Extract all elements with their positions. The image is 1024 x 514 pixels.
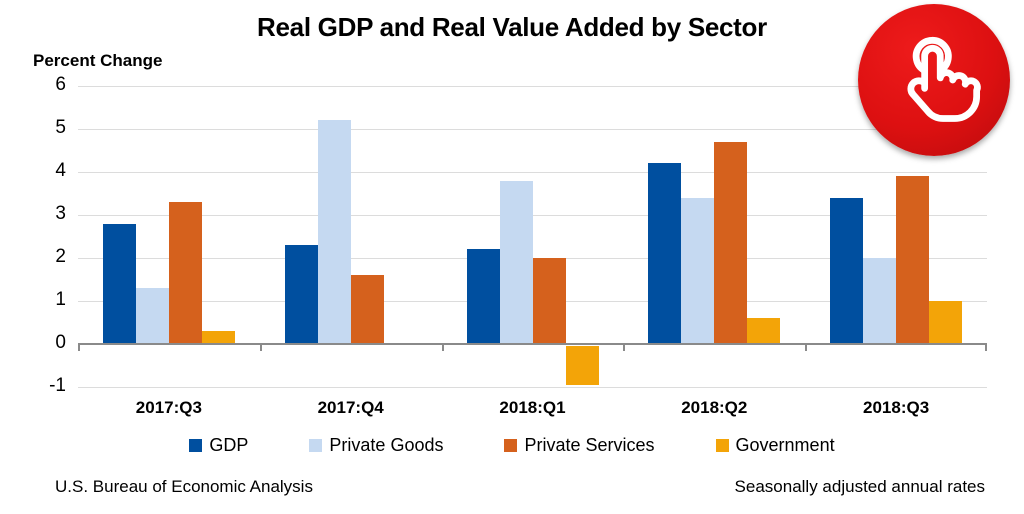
- x-axis-line: [78, 343, 987, 345]
- chart-title: Real GDP and Real Value Added by Sector: [257, 12, 767, 42]
- legend-label: Private Goods: [329, 435, 444, 455]
- x-axis-tick: [78, 345, 80, 351]
- x-category-label: 2018:Q1: [499, 398, 566, 417]
- legend-swatch-icon: [309, 439, 323, 452]
- legend-swatch-icon: [715, 439, 729, 452]
- legend-item-government: Government: [715, 435, 835, 456]
- bar-private-services-2017:Q4: [350, 275, 384, 344]
- bar-gdp-2017:Q4: [284, 245, 318, 344]
- y-tick-label: 0: [55, 331, 66, 353]
- legend-swatch-icon: [504, 439, 518, 452]
- x-category-label: 2017:Q4: [317, 398, 384, 417]
- bar-gdp-2018:Q3: [830, 197, 864, 344]
- x-axis-tick: [985, 345, 987, 351]
- gridline: [78, 215, 987, 216]
- y-axis-label: Percent Change: [33, 51, 163, 70]
- x-category-label: 2017:Q3: [135, 398, 202, 417]
- legend-item-private-goods: Private Goods: [309, 435, 443, 456]
- bar-private-goods-2017:Q3: [135, 288, 169, 344]
- bar-private-goods-2018:Q1: [499, 180, 533, 344]
- bar-private-services-2018:Q3: [896, 176, 930, 344]
- y-tick-label: 1: [55, 288, 66, 310]
- plot-area: 6 5 4 3 2 1 0 -1 2017:Q3 2017:Q4 2018:Q1 2018:Q2 201…: [49, 74, 987, 417]
- bar-government-2017:Q3: [201, 331, 235, 344]
- legend-item-private-services: Private Services: [504, 435, 655, 456]
- y-tick-label: 3: [55, 202, 66, 224]
- bar-private-goods-2017:Q4: [317, 120, 351, 344]
- tap-ripple-arc: [912, 36, 952, 75]
- tap-hand-icon: [907, 36, 981, 122]
- x-axis-tick: [623, 345, 626, 351]
- bar-government-2018:Q1: [565, 346, 599, 385]
- rates-note: Seasonally adjusted annual rates: [734, 477, 985, 496]
- legend-label: Private Services: [524, 435, 655, 455]
- bar-private-services-2018:Q2: [714, 141, 748, 344]
- bar-government-2018:Q2: [747, 318, 781, 344]
- y-tick-label: 2: [55, 245, 66, 267]
- bar-gdp-2018:Q2: [648, 163, 682, 344]
- bar-private-services-2018:Q1: [532, 258, 566, 344]
- gridline: [78, 86, 987, 87]
- y-tick-label: -1: [49, 374, 66, 396]
- gridline: [78, 387, 987, 388]
- x-axis-tick: [441, 345, 444, 351]
- y-tick-label: 5: [55, 116, 66, 138]
- y-tick-label: 4: [55, 159, 66, 181]
- y-tick-label: 6: [55, 73, 66, 95]
- bar-gdp-2017:Q3: [102, 223, 136, 344]
- legend: GDP Private Goods Private Services Governme…: [0, 435, 1024, 456]
- x-axis-tick: [805, 345, 808, 351]
- legend-item-gdp: GDP: [189, 435, 248, 456]
- hand-outline: [907, 44, 981, 122]
- x-category-label: 2018:Q2: [681, 398, 748, 417]
- gridline: [78, 129, 987, 130]
- bar-private-goods-2018:Q2: [681, 197, 715, 344]
- legend-label: Government: [735, 435, 835, 455]
- bar-government-2018:Q3: [929, 301, 963, 344]
- legend-swatch-icon: [189, 439, 203, 452]
- source-note: U.S. Bureau of Economic Analysis: [55, 477, 313, 496]
- bar-private-goods-2018:Q3: [863, 258, 897, 344]
- x-axis-tick: [259, 345, 262, 351]
- bar-private-services-2017:Q3: [168, 202, 202, 344]
- gridline: [78, 172, 987, 173]
- x-category-label: 2018:Q3: [863, 398, 930, 417]
- tap-badge[interactable]: [858, 4, 1010, 156]
- legend-label: GDP: [209, 435, 249, 455]
- bar-gdp-2018:Q1: [466, 249, 500, 344]
